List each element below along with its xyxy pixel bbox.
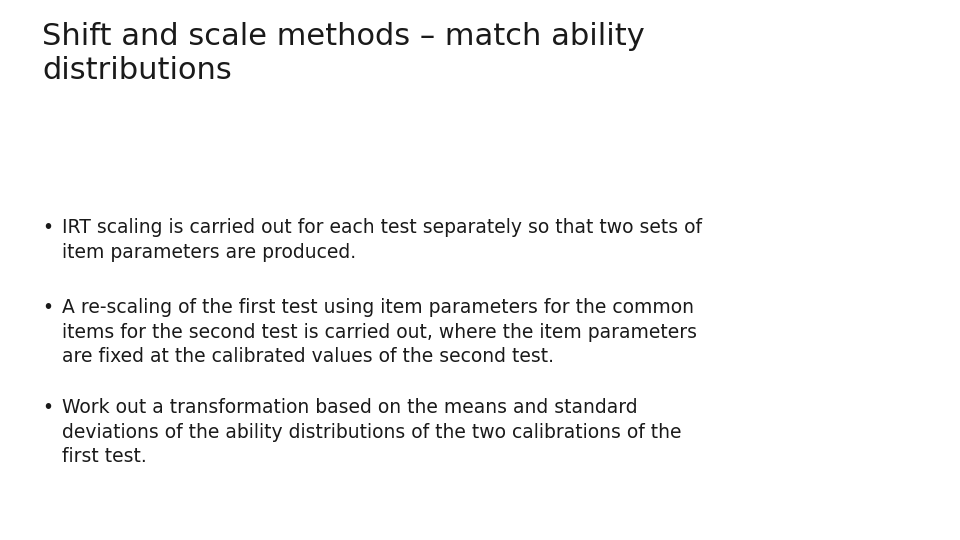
- Text: Shift and scale methods – match ability
distributions: Shift and scale methods – match ability …: [42, 22, 645, 85]
- Text: A re-scaling of the first test using item parameters for the common
items for th: A re-scaling of the first test using ite…: [62, 298, 697, 367]
- Text: IRT scaling is carried out for each test separately so that two sets of
item par: IRT scaling is carried out for each test…: [62, 218, 702, 262]
- Text: Work out a transformation based on the means and standard
deviations of the abil: Work out a transformation based on the m…: [62, 398, 682, 467]
- Text: •: •: [42, 218, 53, 237]
- Text: •: •: [42, 298, 53, 317]
- Text: •: •: [42, 398, 53, 417]
